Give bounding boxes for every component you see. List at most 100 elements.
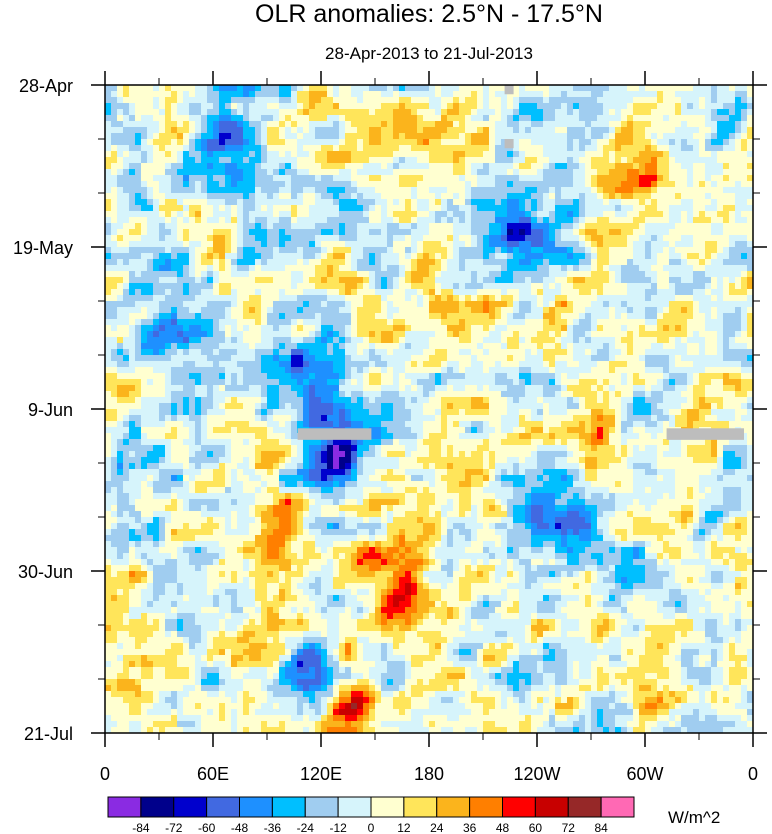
field-cell bbox=[231, 163, 238, 170]
field-cell bbox=[159, 343, 166, 350]
field-cell bbox=[417, 295, 424, 302]
field-cell bbox=[399, 109, 406, 116]
field-cell bbox=[405, 259, 412, 266]
field-cell bbox=[135, 343, 142, 350]
field-cell bbox=[447, 331, 454, 338]
field-cell bbox=[693, 205, 700, 212]
field-cell bbox=[345, 103, 352, 110]
field-cell bbox=[429, 157, 436, 164]
field-cell bbox=[123, 199, 130, 206]
field-cell bbox=[405, 223, 412, 230]
field-cell bbox=[603, 265, 610, 272]
field-cell bbox=[333, 127, 340, 134]
field-cell bbox=[615, 115, 622, 122]
field-cell bbox=[225, 175, 232, 182]
field-cell bbox=[117, 181, 124, 188]
field-cell bbox=[141, 253, 148, 260]
field-cell bbox=[219, 187, 226, 194]
field-cell bbox=[603, 235, 610, 242]
field-cell bbox=[687, 295, 694, 302]
field-cell bbox=[369, 289, 376, 296]
field-cell bbox=[699, 325, 706, 332]
field-cell bbox=[543, 199, 550, 206]
field-cell bbox=[279, 259, 286, 266]
field-cell bbox=[705, 163, 712, 170]
field-cell bbox=[105, 211, 112, 218]
field-cell bbox=[651, 313, 658, 320]
field-cell bbox=[189, 325, 196, 332]
field-cell bbox=[639, 331, 646, 338]
field-cell bbox=[555, 355, 562, 362]
field-cell bbox=[165, 229, 172, 236]
field-cell bbox=[591, 109, 598, 116]
field-cell bbox=[465, 181, 472, 188]
field-cell bbox=[177, 313, 184, 320]
field-cell bbox=[645, 229, 652, 236]
field-cell bbox=[531, 151, 538, 158]
field-cell bbox=[357, 355, 364, 362]
field-cell bbox=[105, 145, 112, 152]
field-cell bbox=[735, 313, 742, 320]
field-cell bbox=[357, 91, 364, 98]
field-cell bbox=[435, 283, 442, 290]
field-cell bbox=[237, 151, 244, 158]
field-cell bbox=[219, 103, 226, 110]
field-cell bbox=[675, 91, 682, 98]
field-cell bbox=[651, 97, 658, 104]
field-cell bbox=[249, 229, 256, 236]
field-cell bbox=[627, 205, 634, 212]
field-cell bbox=[729, 325, 736, 332]
field-cell bbox=[681, 343, 688, 350]
field-cell bbox=[129, 235, 136, 242]
field-cell bbox=[651, 271, 658, 278]
field-cell bbox=[585, 181, 592, 188]
field-cell bbox=[735, 301, 742, 308]
field-cell bbox=[117, 85, 124, 92]
field-cell bbox=[537, 139, 544, 146]
field-cell bbox=[681, 283, 688, 290]
field-cell bbox=[483, 331, 490, 338]
field-cell bbox=[675, 307, 682, 314]
field-cell bbox=[147, 139, 154, 146]
field-cell bbox=[495, 235, 502, 242]
field-cell bbox=[363, 205, 370, 212]
field-cell bbox=[177, 349, 184, 356]
field-cell bbox=[375, 253, 382, 260]
field-cell bbox=[495, 247, 502, 254]
field-cell bbox=[351, 199, 358, 206]
field-cell bbox=[189, 115, 196, 122]
field-cell bbox=[297, 127, 304, 134]
field-cell bbox=[723, 331, 730, 338]
field-cell bbox=[399, 175, 406, 182]
field-cell bbox=[483, 355, 490, 362]
field-cell bbox=[213, 319, 220, 326]
field-cell bbox=[471, 169, 478, 176]
field-cell bbox=[663, 199, 670, 206]
field-cell bbox=[567, 241, 574, 248]
field-cell bbox=[639, 307, 646, 314]
field-cell bbox=[657, 139, 664, 146]
field-cell bbox=[207, 325, 214, 332]
field-cell bbox=[147, 301, 154, 308]
field-cell bbox=[729, 163, 736, 170]
field-cell bbox=[429, 187, 436, 194]
field-cell bbox=[315, 163, 322, 170]
field-cell bbox=[105, 265, 112, 272]
field-cell bbox=[231, 253, 238, 260]
field-cell bbox=[507, 271, 514, 278]
field-cell bbox=[741, 325, 748, 332]
field-cell bbox=[741, 271, 748, 278]
field-cell bbox=[483, 139, 490, 146]
field-cell bbox=[531, 259, 538, 266]
field-cell bbox=[489, 235, 496, 242]
field-cell bbox=[135, 151, 142, 158]
field-cell bbox=[249, 265, 256, 272]
field-cell bbox=[279, 85, 286, 92]
field-cell bbox=[735, 85, 742, 92]
field-cell bbox=[165, 223, 172, 230]
field-cell bbox=[561, 301, 568, 308]
field-cell bbox=[363, 181, 370, 188]
field-cell bbox=[543, 91, 550, 98]
field-cell bbox=[573, 355, 580, 362]
field-cell bbox=[549, 289, 556, 296]
